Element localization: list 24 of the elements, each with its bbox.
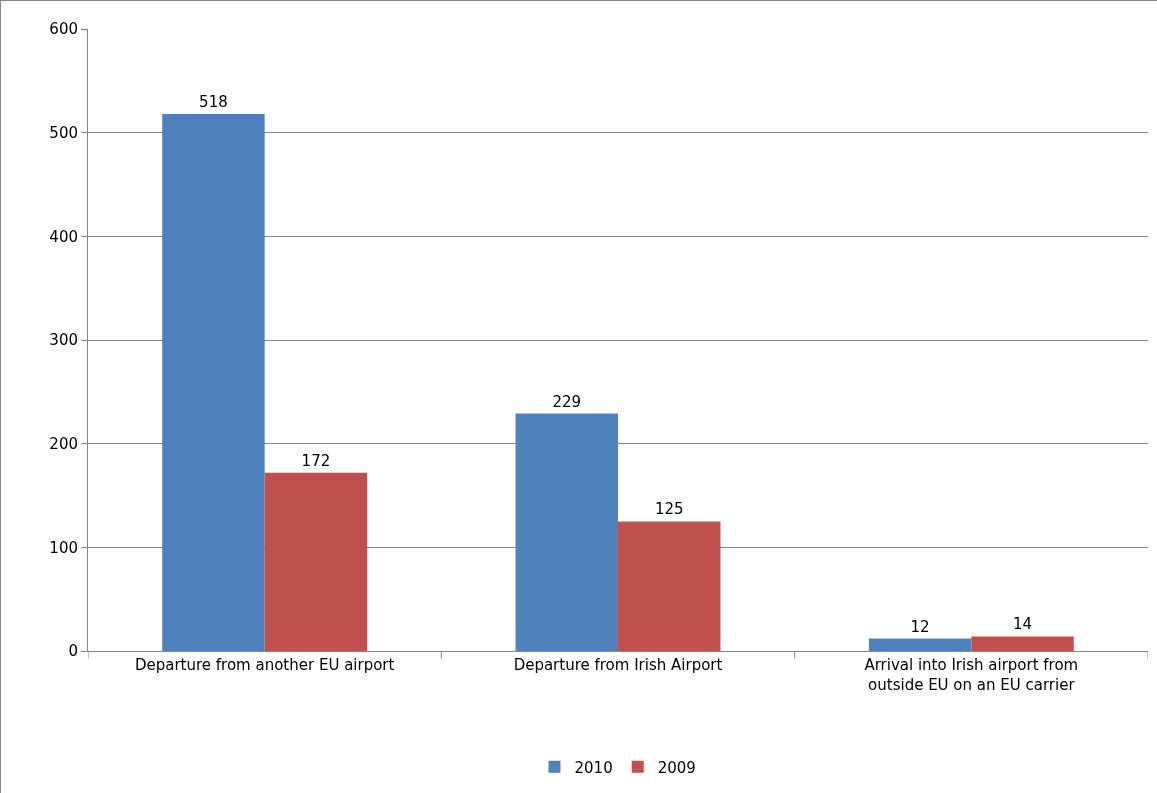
- bar: [515, 413, 618, 651]
- data-label: 125: [654, 500, 684, 519]
- y-tick-label: 500: [49, 123, 78, 142]
- x-tick-label: Arrival into Irish airport from outside EU on an EU carrier: [864, 656, 1079, 694]
- y-tick-label: 400: [49, 227, 78, 246]
- data-label: 518: [199, 93, 228, 112]
- y-tick-label: 100: [49, 538, 78, 557]
- bar: [618, 521, 721, 651]
- legend-label: 2009: [657, 758, 696, 777]
- data-label: 14: [1013, 615, 1033, 634]
- y-tick-label: 300: [49, 331, 78, 350]
- y-tick-label: 0: [68, 642, 78, 661]
- bar: [868, 638, 972, 651]
- bar: [162, 114, 265, 651]
- y-tick-label: 600: [49, 20, 78, 39]
- x-tick-label: Departure from another EU airport: [134, 656, 395, 674]
- bar: [264, 472, 368, 651]
- data-label: 12: [910, 617, 930, 636]
- y-tick-label: 200: [49, 434, 78, 453]
- x-tick-label: Departure from Irish Airport: [513, 656, 723, 674]
- legend-label: 2010: [574, 758, 613, 777]
- data-label: 172: [301, 451, 331, 470]
- data-label: 229: [552, 392, 582, 411]
- bar: [971, 636, 1074, 651]
